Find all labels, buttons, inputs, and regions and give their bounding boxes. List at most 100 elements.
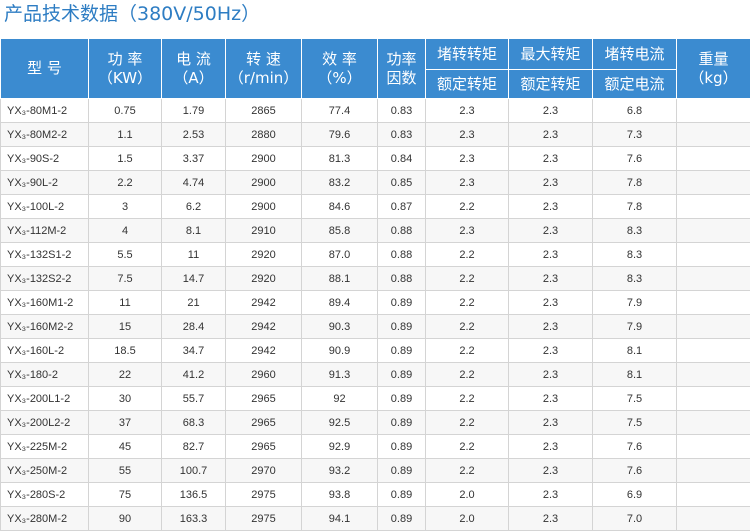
- cell-speed: 2975: [225, 506, 302, 531]
- cell-power: 15: [88, 314, 162, 339]
- cell-speed: 2965: [225, 434, 302, 459]
- cell-power: 7.5: [88, 266, 162, 291]
- cell-max-torque-ratio: 2.3: [508, 290, 593, 315]
- cell-locked-current-ratio: 7.8: [592, 170, 677, 195]
- cell-weight: [676, 122, 750, 147]
- cell-locked-torque-ratio: 2.3: [425, 98, 509, 123]
- cell-model: YX₃-225M-2: [0, 434, 89, 459]
- header-pf-line1: 功率: [386, 49, 417, 68]
- cell-current: 2.53: [161, 122, 226, 147]
- cell-locked-torque-ratio: 2.2: [425, 242, 509, 267]
- cell-model: YX₃-160M2-2: [0, 314, 89, 339]
- cell-current: 55.7: [161, 386, 226, 411]
- cell-power-factor: 0.89: [377, 386, 426, 411]
- cell-current: 136.5: [161, 482, 226, 507]
- cell-locked-torque-ratio: 2.3: [425, 170, 509, 195]
- cell-max-torque-ratio: 2.3: [508, 194, 593, 219]
- cell-power: 4: [88, 218, 162, 243]
- cell-locked-torque-ratio: 2.3: [425, 218, 509, 243]
- header-power: 功 率（KW）: [88, 38, 162, 99]
- cell-locked-torque-ratio: 2.3: [425, 122, 509, 147]
- cell-efficiency: 93.2: [301, 458, 378, 483]
- cell-current: 3.37: [161, 146, 226, 171]
- cell-locked-current-ratio: 7.6: [592, 434, 677, 459]
- cell-power-factor: 0.83: [377, 122, 426, 147]
- cell-model: YX₃-132S2-2: [0, 266, 89, 291]
- table-row: YX₃-200L1-2 30 55.7 2965 92 0.89 2.2 2.3 7.5: [0, 386, 750, 411]
- cell-power: 0.75: [88, 98, 162, 123]
- cell-power-factor: 0.87: [377, 194, 426, 219]
- table-row: YX₃-90L-2 2.2 4.74 2900 83.2 0.85 2.3 2.3 7.8: [0, 170, 750, 195]
- table-row: YX₃-90S-2 1.5 3.37 2900 81.3 0.84 2.3 2.3 7.6: [0, 146, 750, 171]
- cell-power: 18.5: [88, 338, 162, 363]
- cell-locked-torque-ratio: 2.2: [425, 314, 509, 339]
- cell-model: YX₃-280S-2: [0, 482, 89, 507]
- table-body: YX₃-80M1-2 0.75 1.79 2865 77.4 0.83 2.3 2.3 6.8 Y…: [0, 98, 750, 531]
- table-row: YX₃-112M-2 4 8.1 2910 85.8 0.88 2.3 2.3 8.3: [0, 218, 750, 243]
- cell-power-factor: 0.89: [377, 314, 426, 339]
- cell-model: YX₃-200L1-2: [0, 386, 89, 411]
- header-weight-line2: （kg）: [689, 68, 738, 87]
- cell-power-factor: 0.89: [377, 362, 426, 387]
- cell-efficiency: 88.1: [301, 266, 378, 291]
- cell-max-torque-ratio: 2.3: [508, 506, 593, 531]
- cell-locked-current-ratio: 8.1: [592, 338, 677, 363]
- cell-power: 5.5: [88, 242, 162, 267]
- table-row: YX₃-250M-2 55 100.7 2970 93.2 0.89 2.2 2.3 7.6: [0, 458, 750, 483]
- header-power-factor: 功率 因数: [377, 38, 426, 99]
- cell-current: 82.7: [161, 434, 226, 459]
- cell-power-factor: 0.89: [377, 434, 426, 459]
- cell-locked-torque-ratio: 2.2: [425, 338, 509, 363]
- cell-current: 21: [161, 290, 226, 315]
- cell-model: YX₃-100L-2: [0, 194, 89, 219]
- header-current-line1: 电 流: [176, 49, 211, 68]
- header-pf-line2: 因数: [386, 68, 417, 87]
- table-row: YX₃-200L2-2 37 68.3 2965 92.5 0.89 2.2 2.3 7.5: [0, 410, 750, 435]
- cell-power-factor: 0.89: [377, 458, 426, 483]
- cell-weight: [676, 506, 750, 531]
- cell-speed: 2920: [225, 266, 302, 291]
- cell-speed: 2910: [225, 218, 302, 243]
- cell-max-torque-ratio: 2.3: [508, 266, 593, 291]
- cell-max-torque-ratio: 2.3: [508, 122, 593, 147]
- cell-efficiency: 79.6: [301, 122, 378, 147]
- cell-current: 4.74: [161, 170, 226, 195]
- cell-efficiency: 92: [301, 386, 378, 411]
- cell-current: 11: [161, 242, 226, 267]
- cell-weight: [676, 482, 750, 507]
- cell-speed: 2865: [225, 98, 302, 123]
- header-efficiency: 效 率（%）: [301, 38, 378, 99]
- header-speed-line1: 转 速: [246, 49, 281, 68]
- header-current: 电 流（A）: [161, 38, 226, 99]
- cell-power-factor: 0.83: [377, 98, 426, 123]
- cell-max-torque-ratio: 2.3: [508, 170, 593, 195]
- cell-power-factor: 0.89: [377, 290, 426, 315]
- cell-locked-current-ratio: 8.1: [592, 362, 677, 387]
- cell-power-factor: 0.89: [377, 482, 426, 507]
- cell-speed: 2880: [225, 122, 302, 147]
- header-max-torque-top: 最大转矩: [508, 38, 593, 70]
- cell-locked-current-ratio: 6.9: [592, 482, 677, 507]
- cell-power-factor: 0.84: [377, 146, 426, 171]
- cell-locked-current-ratio: 8.3: [592, 218, 677, 243]
- cell-efficiency: 87.0: [301, 242, 378, 267]
- cell-max-torque-ratio: 2.3: [508, 434, 593, 459]
- cell-weight: [676, 146, 750, 171]
- cell-power: 3: [88, 194, 162, 219]
- cell-power-factor: 0.85: [377, 170, 426, 195]
- table-row: YX₃-280S-2 75 136.5 2975 93.8 0.89 2.0 2.3 6.9: [0, 482, 750, 507]
- header-locked-torque-top: 堵转转矩: [425, 38, 509, 70]
- cell-max-torque-ratio: 2.3: [508, 362, 593, 387]
- cell-weight: [676, 458, 750, 483]
- cell-current: 34.7: [161, 338, 226, 363]
- table-row: YX₃-160L-2 18.5 34.7 2942 90.9 0.89 2.2 2.3 8.1: [0, 338, 750, 363]
- cell-speed: 2965: [225, 410, 302, 435]
- cell-model: YX₃-80M1-2: [0, 98, 89, 123]
- cell-speed: 2970: [225, 458, 302, 483]
- header-power-line1: 功 率: [107, 49, 143, 68]
- cell-speed: 2900: [225, 146, 302, 171]
- cell-current: 1.79: [161, 98, 226, 123]
- cell-speed: 2920: [225, 242, 302, 267]
- page-title: 产品技术数据（380V/50Hz）: [4, 3, 261, 25]
- cell-locked-torque-ratio: 2.2: [425, 434, 509, 459]
